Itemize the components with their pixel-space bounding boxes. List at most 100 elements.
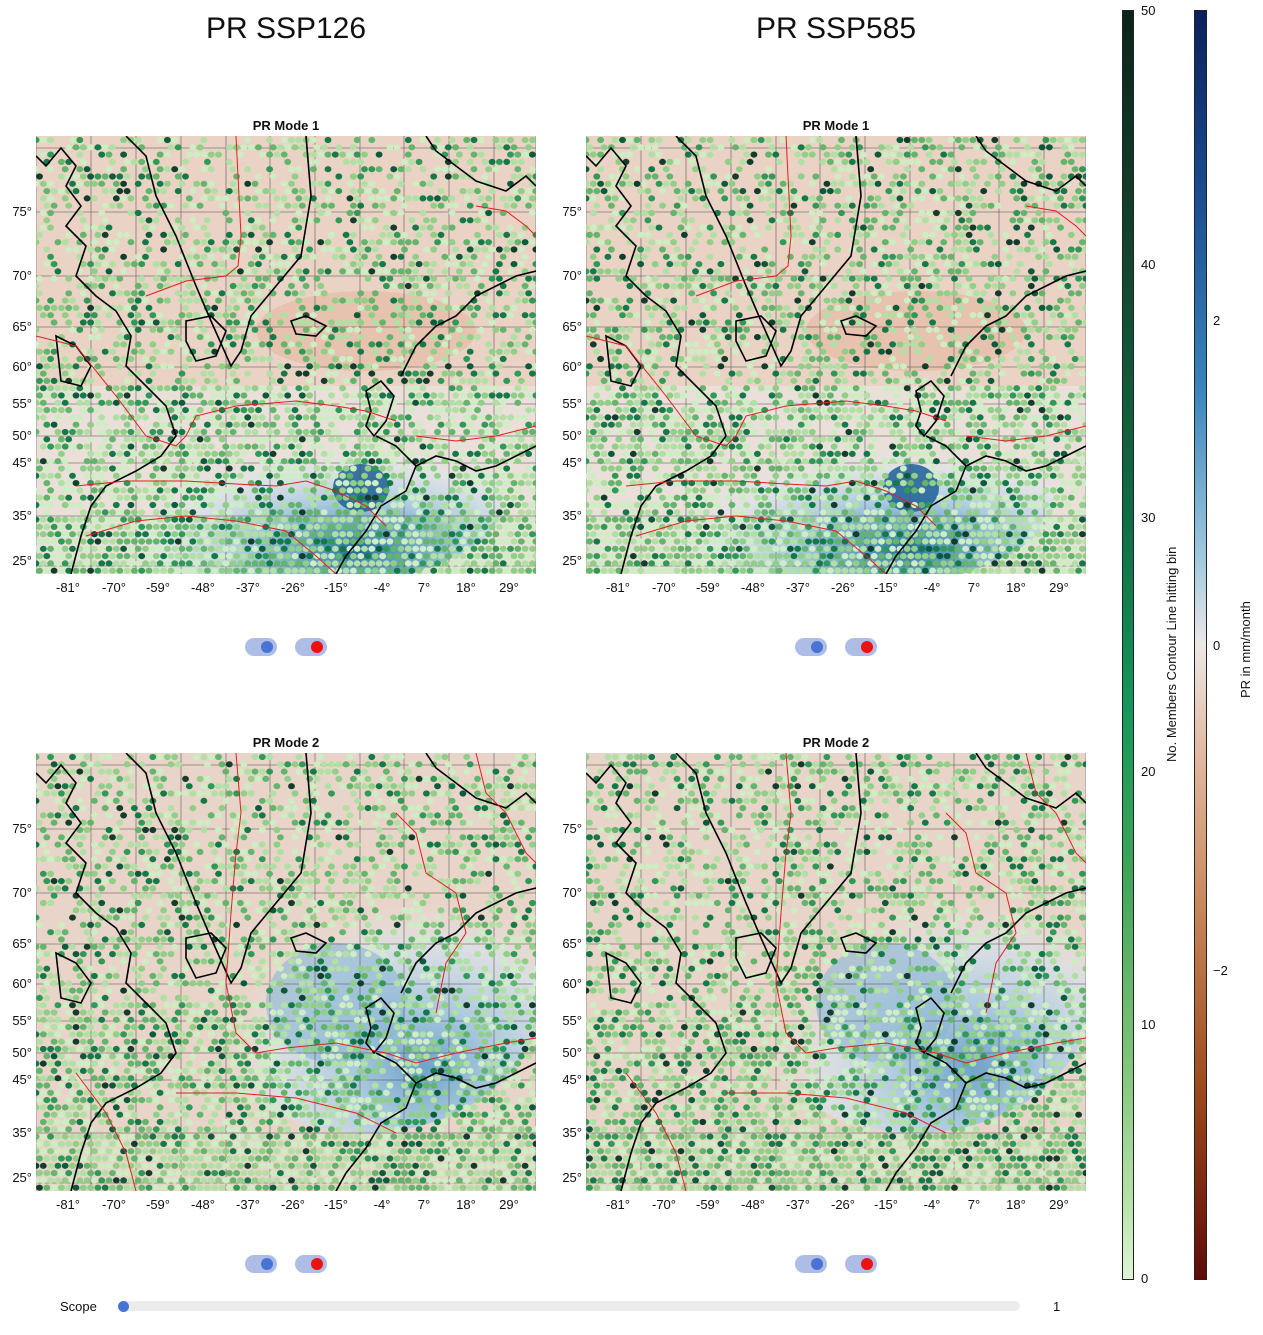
count-bin xyxy=(1002,421,1009,428)
count-bin xyxy=(291,450,299,457)
count-bin xyxy=(1064,151,1072,158)
count-bin xyxy=(954,180,962,187)
count-bin xyxy=(925,239,933,246)
count-bin xyxy=(229,253,237,260)
count-bin xyxy=(390,239,398,246)
count-bin xyxy=(710,407,717,414)
count-bin xyxy=(1027,414,1035,421)
toggle-red-series[interactable] xyxy=(295,638,327,656)
count-bin xyxy=(629,450,637,457)
count-bin xyxy=(386,144,394,151)
count-bin xyxy=(863,275,871,282)
count-bin xyxy=(973,246,980,253)
count-bin xyxy=(105,545,113,552)
count-bin xyxy=(397,239,405,246)
count-bin xyxy=(401,465,408,472)
count-bin xyxy=(423,538,430,545)
count-bin xyxy=(145,188,153,195)
count-bin xyxy=(69,545,76,552)
count-bin xyxy=(123,290,131,297)
count-bin xyxy=(346,414,354,421)
count-bin xyxy=(659,202,666,209)
count-bin xyxy=(969,428,977,436)
count-bin xyxy=(302,195,310,202)
count-bin xyxy=(488,553,496,560)
count-bin xyxy=(695,275,703,282)
count-bin xyxy=(485,516,492,523)
count-bin xyxy=(750,399,758,406)
count-bin xyxy=(65,553,73,560)
count-bin xyxy=(765,166,772,173)
count-bin xyxy=(375,166,383,173)
count-bin xyxy=(240,567,248,574)
count-bin xyxy=(754,173,761,180)
count-bin xyxy=(510,202,518,209)
count-bin xyxy=(1049,370,1057,377)
count-bin xyxy=(204,436,211,443)
count-bin xyxy=(419,385,427,392)
count-bin xyxy=(852,355,860,363)
count-bin xyxy=(779,136,787,144)
count-bin xyxy=(280,501,288,509)
count-bin xyxy=(739,144,747,151)
count-bin xyxy=(626,501,634,509)
count-bin xyxy=(921,363,929,370)
count-bin xyxy=(76,399,84,406)
count-bin xyxy=(677,195,685,202)
count-bin xyxy=(794,487,802,494)
count-bin xyxy=(867,166,875,173)
count-bin xyxy=(1049,195,1057,202)
count-bin xyxy=(808,253,816,260)
count-bin xyxy=(375,487,383,494)
count-bin xyxy=(448,516,456,523)
count-bin xyxy=(1067,290,1075,297)
count-bin xyxy=(812,494,820,501)
count-bin xyxy=(641,355,648,363)
count-bin xyxy=(911,268,918,275)
count-bin xyxy=(61,487,69,494)
count-bin xyxy=(156,414,164,421)
count-bin xyxy=(695,421,703,428)
count-bin xyxy=(229,545,237,552)
count-bin xyxy=(794,370,802,377)
count-bin xyxy=(816,224,823,231)
count-bin xyxy=(43,538,51,545)
count-bin xyxy=(350,246,357,253)
longitude-label: 29° xyxy=(499,580,519,595)
count-bin xyxy=(371,188,379,195)
count-bin xyxy=(775,304,783,311)
count-bin xyxy=(401,377,408,384)
count-bin xyxy=(772,385,780,392)
toggle-blue-series[interactable] xyxy=(245,638,277,656)
count-bin xyxy=(684,341,692,348)
count-bin xyxy=(189,217,197,224)
count-bin xyxy=(684,501,692,509)
count-bin xyxy=(659,421,666,428)
count-bin xyxy=(134,399,142,406)
count-bin xyxy=(1024,231,1031,238)
count-bin xyxy=(532,261,536,268)
count-bin xyxy=(750,136,758,144)
count-bin xyxy=(819,465,827,472)
count-bin xyxy=(692,487,699,494)
count-bin xyxy=(152,523,160,530)
count-bin xyxy=(860,341,867,348)
count-bin xyxy=(496,290,503,297)
count-bin xyxy=(324,239,332,246)
count-bin xyxy=(503,494,511,501)
count-bin xyxy=(651,275,659,282)
count-bin xyxy=(958,377,966,384)
count-bin xyxy=(779,428,787,436)
count-bin xyxy=(116,231,124,238)
count-bin xyxy=(521,545,529,552)
count-bin xyxy=(673,421,681,428)
count-bin xyxy=(182,450,189,457)
count-bin xyxy=(138,567,146,574)
count-bin xyxy=(637,377,644,384)
count-bin xyxy=(444,363,452,370)
count-bin xyxy=(459,334,467,341)
count-bin xyxy=(772,458,780,465)
count-bin xyxy=(419,516,427,523)
count-bin xyxy=(943,480,951,487)
count-bin xyxy=(456,341,463,348)
